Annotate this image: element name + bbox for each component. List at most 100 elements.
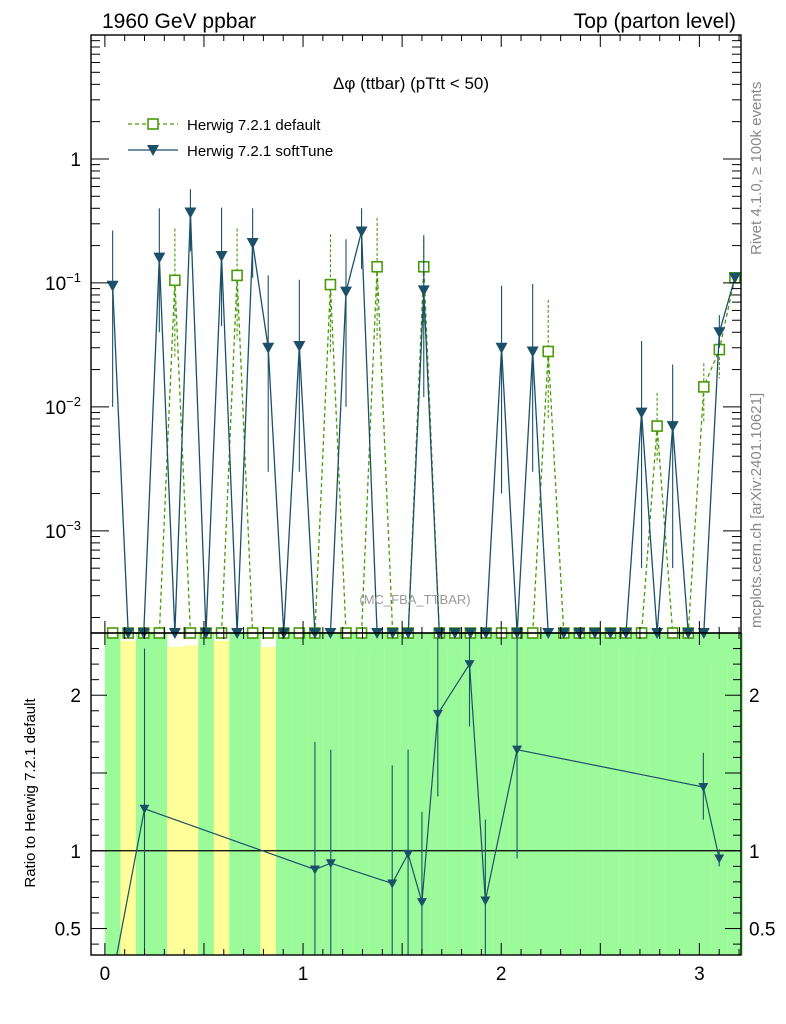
ratio-band-green [104,633,121,955]
data-point-softtune [635,407,648,419]
data-point-softtune [713,327,726,339]
ratio-band-green [198,633,215,955]
data-point-softtune [246,237,259,249]
plot-title: Δφ (ttbar) (pTtt < 50) [333,74,489,93]
ratio-point-softtune [387,879,398,889]
data-point-softtune [526,346,539,358]
main-panel-series [106,189,741,639]
ratio-band-green [291,633,308,955]
ratio-band-green [556,633,572,955]
ratio-band-green [664,633,681,955]
ratio-band-green [384,633,401,955]
ratio-band-yellow [182,645,199,955]
axis-ticks: 0 1 2 3 10−3 10−2 10−1 1 0.5 0.5 1 1 2 2 [45,34,775,985]
ratio-band-green [649,633,666,955]
ratio-band-green [229,633,246,955]
ratio-band-green [540,633,557,955]
data-point-default [651,420,663,432]
y-tick-label-ratio: 0.5 [55,920,81,941]
ratio-point-softtune [416,898,427,908]
ratio-point-softtune [464,660,475,670]
legend-default-label: Herwig 7.2.1 default [187,117,321,134]
legend: Herwig 7.2.1 default Herwig 7.2.1 softTu… [128,117,333,160]
ratio-band-green [431,633,448,955]
data-point-softtune [339,286,352,298]
ratio-point-softtune [432,709,443,719]
ratio-bands [104,633,743,955]
data-point-softtune [262,342,275,354]
data-point-default [231,269,243,282]
data-point-default [542,345,555,358]
data-point-softtune [666,421,679,433]
side-label-mcplots: mcplots.cern.ch [arXiv:2401.10621] [748,393,765,628]
ratio-point-softtune [325,859,336,869]
y-tick-label-ratio-right: 2 [749,686,760,707]
ratio-point-softtune [139,804,150,814]
ratio-band-green [338,633,355,955]
ratio-band-yellow [120,640,137,955]
ratio-band-yellow [260,647,277,955]
ratio-band-green [462,633,479,955]
legend-item-default: Herwig 7.2.1 default [128,117,321,134]
y-tick-label-ratio-right: 1 [749,842,760,863]
data-point-softtune [184,207,197,219]
y-tick-label-ratio: 2 [70,686,81,707]
ratio-point-softtune [714,854,725,864]
y-tick-label-main: 10−2 [45,394,81,419]
y-tick-label-main: 10−3 [45,518,81,543]
data-point-default [697,381,710,393]
ratio-point-softtune [480,896,491,906]
x-tick-label: 3 [694,964,705,985]
data-point-softtune [355,226,368,238]
ratio-ylabel: Ratio to Herwig 7.2.1 default [22,698,39,888]
y-tick-label-ratio: 1 [70,842,81,863]
y-tick-label-main: 1 [70,150,81,171]
data-point-softtune [153,252,166,264]
ratio-band-yellow [213,640,230,955]
panel-frames [90,34,742,956]
watermark: (MC_FBA_TTBAR) [359,592,470,607]
ratio-band-green [447,633,463,955]
legend-softtune-label: Herwig 7.2.1 softTune [187,143,333,160]
ratio-point-softtune [403,849,414,859]
data-point-softtune [495,342,508,354]
ratio-band-green [711,633,728,955]
ratio-band-green [151,633,168,955]
ratio-band-green [602,633,619,955]
y-tick-label-main: 10−1 [45,270,81,295]
ratio-point-softtune [309,865,320,875]
ratio-band-green [416,633,432,955]
x-tick-label: 2 [496,964,507,985]
ratio-band-green [478,633,495,955]
x-tick-label: 0 [100,964,111,985]
ratio-band-green [524,633,541,955]
ratio-band-green [618,633,635,955]
ratio-band-green [275,633,292,955]
ratio-band-green [696,633,712,955]
ratio-band-green [727,633,743,955]
ratio-band-green [493,633,510,955]
data-point-default [324,278,337,291]
header-left: 1960 GeV ppbar [102,10,256,33]
x-tick-label: 1 [298,964,309,985]
data-point-default [169,274,181,287]
data-point-softtune [417,285,430,297]
data-point-softtune [106,280,119,292]
ratio-band-green [680,633,697,955]
legend-item-softtune: Herwig 7.2.1 softTune [128,143,333,160]
data-point-default [371,260,383,273]
data-point-softtune [293,340,306,352]
legend-default-marker [147,118,159,130]
ratio-band-green [633,633,650,955]
ratio-band-green [135,633,152,955]
legend-softtune-marker [147,145,159,156]
data-point-softtune [215,250,228,262]
side-label-rivet: Rivet 4.1.0, ≥ 100k events [748,82,765,255]
ratio-panel-series [91,633,741,956]
header-right: Top (parton level) [574,10,736,33]
y-tick-label-ratio-right: 0.5 [749,920,775,941]
data-point-softtune [728,272,741,284]
ratio-band-green [369,633,386,955]
ratio-band-green [244,633,261,955]
